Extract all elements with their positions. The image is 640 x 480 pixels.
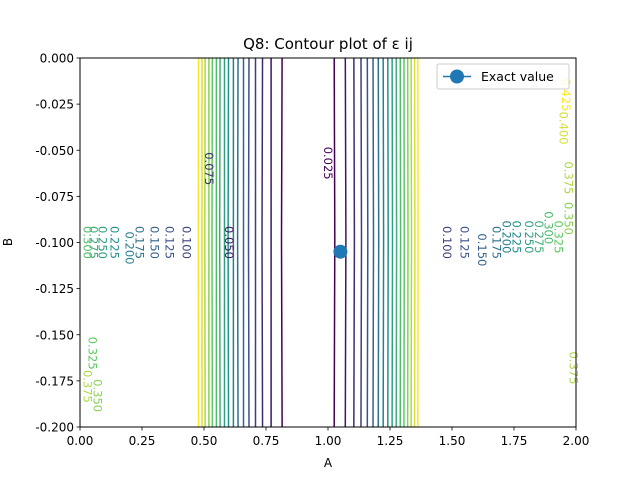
contour-line <box>223 58 394 427</box>
contour-line <box>232 58 385 427</box>
contour-label: 0.125 <box>457 226 471 259</box>
contour-label: 0.100 <box>180 226 194 259</box>
contour-label: 0.025 <box>321 147 335 180</box>
contour-line <box>197 58 419 427</box>
contour-label: 0.175 <box>133 226 147 259</box>
contour-label: 0.250 <box>95 226 109 259</box>
chart-title: Q8: Contour plot of ε ij <box>243 35 413 53</box>
contour-line <box>254 58 363 427</box>
contour-label: 0.400 <box>557 112 571 145</box>
contour-label: 0.250 <box>522 220 536 253</box>
contour-label: 0.375 <box>80 370 94 403</box>
y-tick-label: -0.150 <box>35 328 74 342</box>
y-tick-label: -0.200 <box>35 421 74 435</box>
contour-line <box>242 58 375 427</box>
x-tick-label: 0.25 <box>129 434 156 448</box>
contour-label: 0.050 <box>222 226 236 259</box>
contour-line <box>247 58 369 427</box>
contour-line <box>236 58 380 427</box>
contour-line <box>280 58 336 427</box>
x-tick-label: 1.75 <box>501 434 528 448</box>
contour-line <box>270 58 347 427</box>
contour-label: 0.075 <box>202 152 216 185</box>
contour-lines <box>197 58 419 427</box>
x-tick-label: 0.00 <box>67 434 94 448</box>
contour-label: 0.150 <box>147 226 161 259</box>
data-points <box>333 244 348 259</box>
legend-entry: Exact value <box>481 69 554 84</box>
contour-line <box>211 58 406 427</box>
y-tick-label: 0.000 <box>40 52 74 66</box>
x-axis-label: A <box>324 456 333 470</box>
contour-line <box>227 58 389 427</box>
x-tick-label: 0.75 <box>253 434 280 448</box>
contour-label: 0.275 <box>532 220 546 253</box>
legend: Exact value <box>436 63 570 90</box>
contour-label: 0.125 <box>162 226 176 259</box>
contour-line <box>201 58 416 427</box>
contour-labels: 0.0250.0500.0750.1000.1250.1500.1750.200… <box>80 78 580 412</box>
contour-label: 0.350 <box>90 379 104 412</box>
contour-label: 0.375 <box>567 351 581 384</box>
contour-label: 0.100 <box>440 226 454 259</box>
x-axis-ticks: 0.00 0.25 0.50 0.75 1.00 1.25 1.50 1.75 2.00 <box>67 427 590 448</box>
x-tick-label: 1.00 <box>315 434 342 448</box>
y-tick-label: -0.025 <box>35 98 74 112</box>
contour-line <box>261 58 356 427</box>
contour-label: 0.225 <box>509 220 523 253</box>
y-tick-label: -0.125 <box>35 282 74 296</box>
exact-value-point <box>333 244 348 259</box>
contour-label: 0.175 <box>490 226 504 259</box>
contour-label: 0.200 <box>500 220 514 253</box>
x-tick-label: 1.50 <box>439 434 466 448</box>
y-tick-label: -0.175 <box>35 374 74 388</box>
contour-line <box>218 58 398 427</box>
contour-label: 0.325 <box>85 337 99 370</box>
contour-label: 0.275 <box>87 226 101 259</box>
contour-label: 0.375 <box>562 161 576 194</box>
contour-label: 0.350 <box>562 202 576 235</box>
contour-line <box>208 58 409 427</box>
legend-marker <box>450 69 464 84</box>
y-axis-ticks: 0.000 -0.025 -0.050 -0.075 -0.100 -0.125 -0.15… <box>35 52 80 435</box>
y-tick-label: -0.050 <box>35 144 74 158</box>
y-tick-label: -0.075 <box>35 190 74 204</box>
contour-label: 0.325 <box>552 220 566 253</box>
x-tick-label: 0.50 <box>191 434 218 448</box>
contour-label: 0.300 <box>80 226 94 259</box>
x-tick-label: 1.25 <box>377 434 404 448</box>
legend-box <box>436 63 570 90</box>
contour-line <box>215 58 402 427</box>
contour-label: 0.225 <box>108 226 122 259</box>
contour-label: 0.300 <box>542 211 556 244</box>
contour-label: 0.150 <box>475 233 489 266</box>
contour-label: 0.200 <box>123 232 137 265</box>
contour-line <box>204 58 413 427</box>
x-tick-label: 2.00 <box>563 434 590 448</box>
y-tick-label: -0.100 <box>35 236 74 250</box>
y-axis-label: B <box>1 238 15 246</box>
